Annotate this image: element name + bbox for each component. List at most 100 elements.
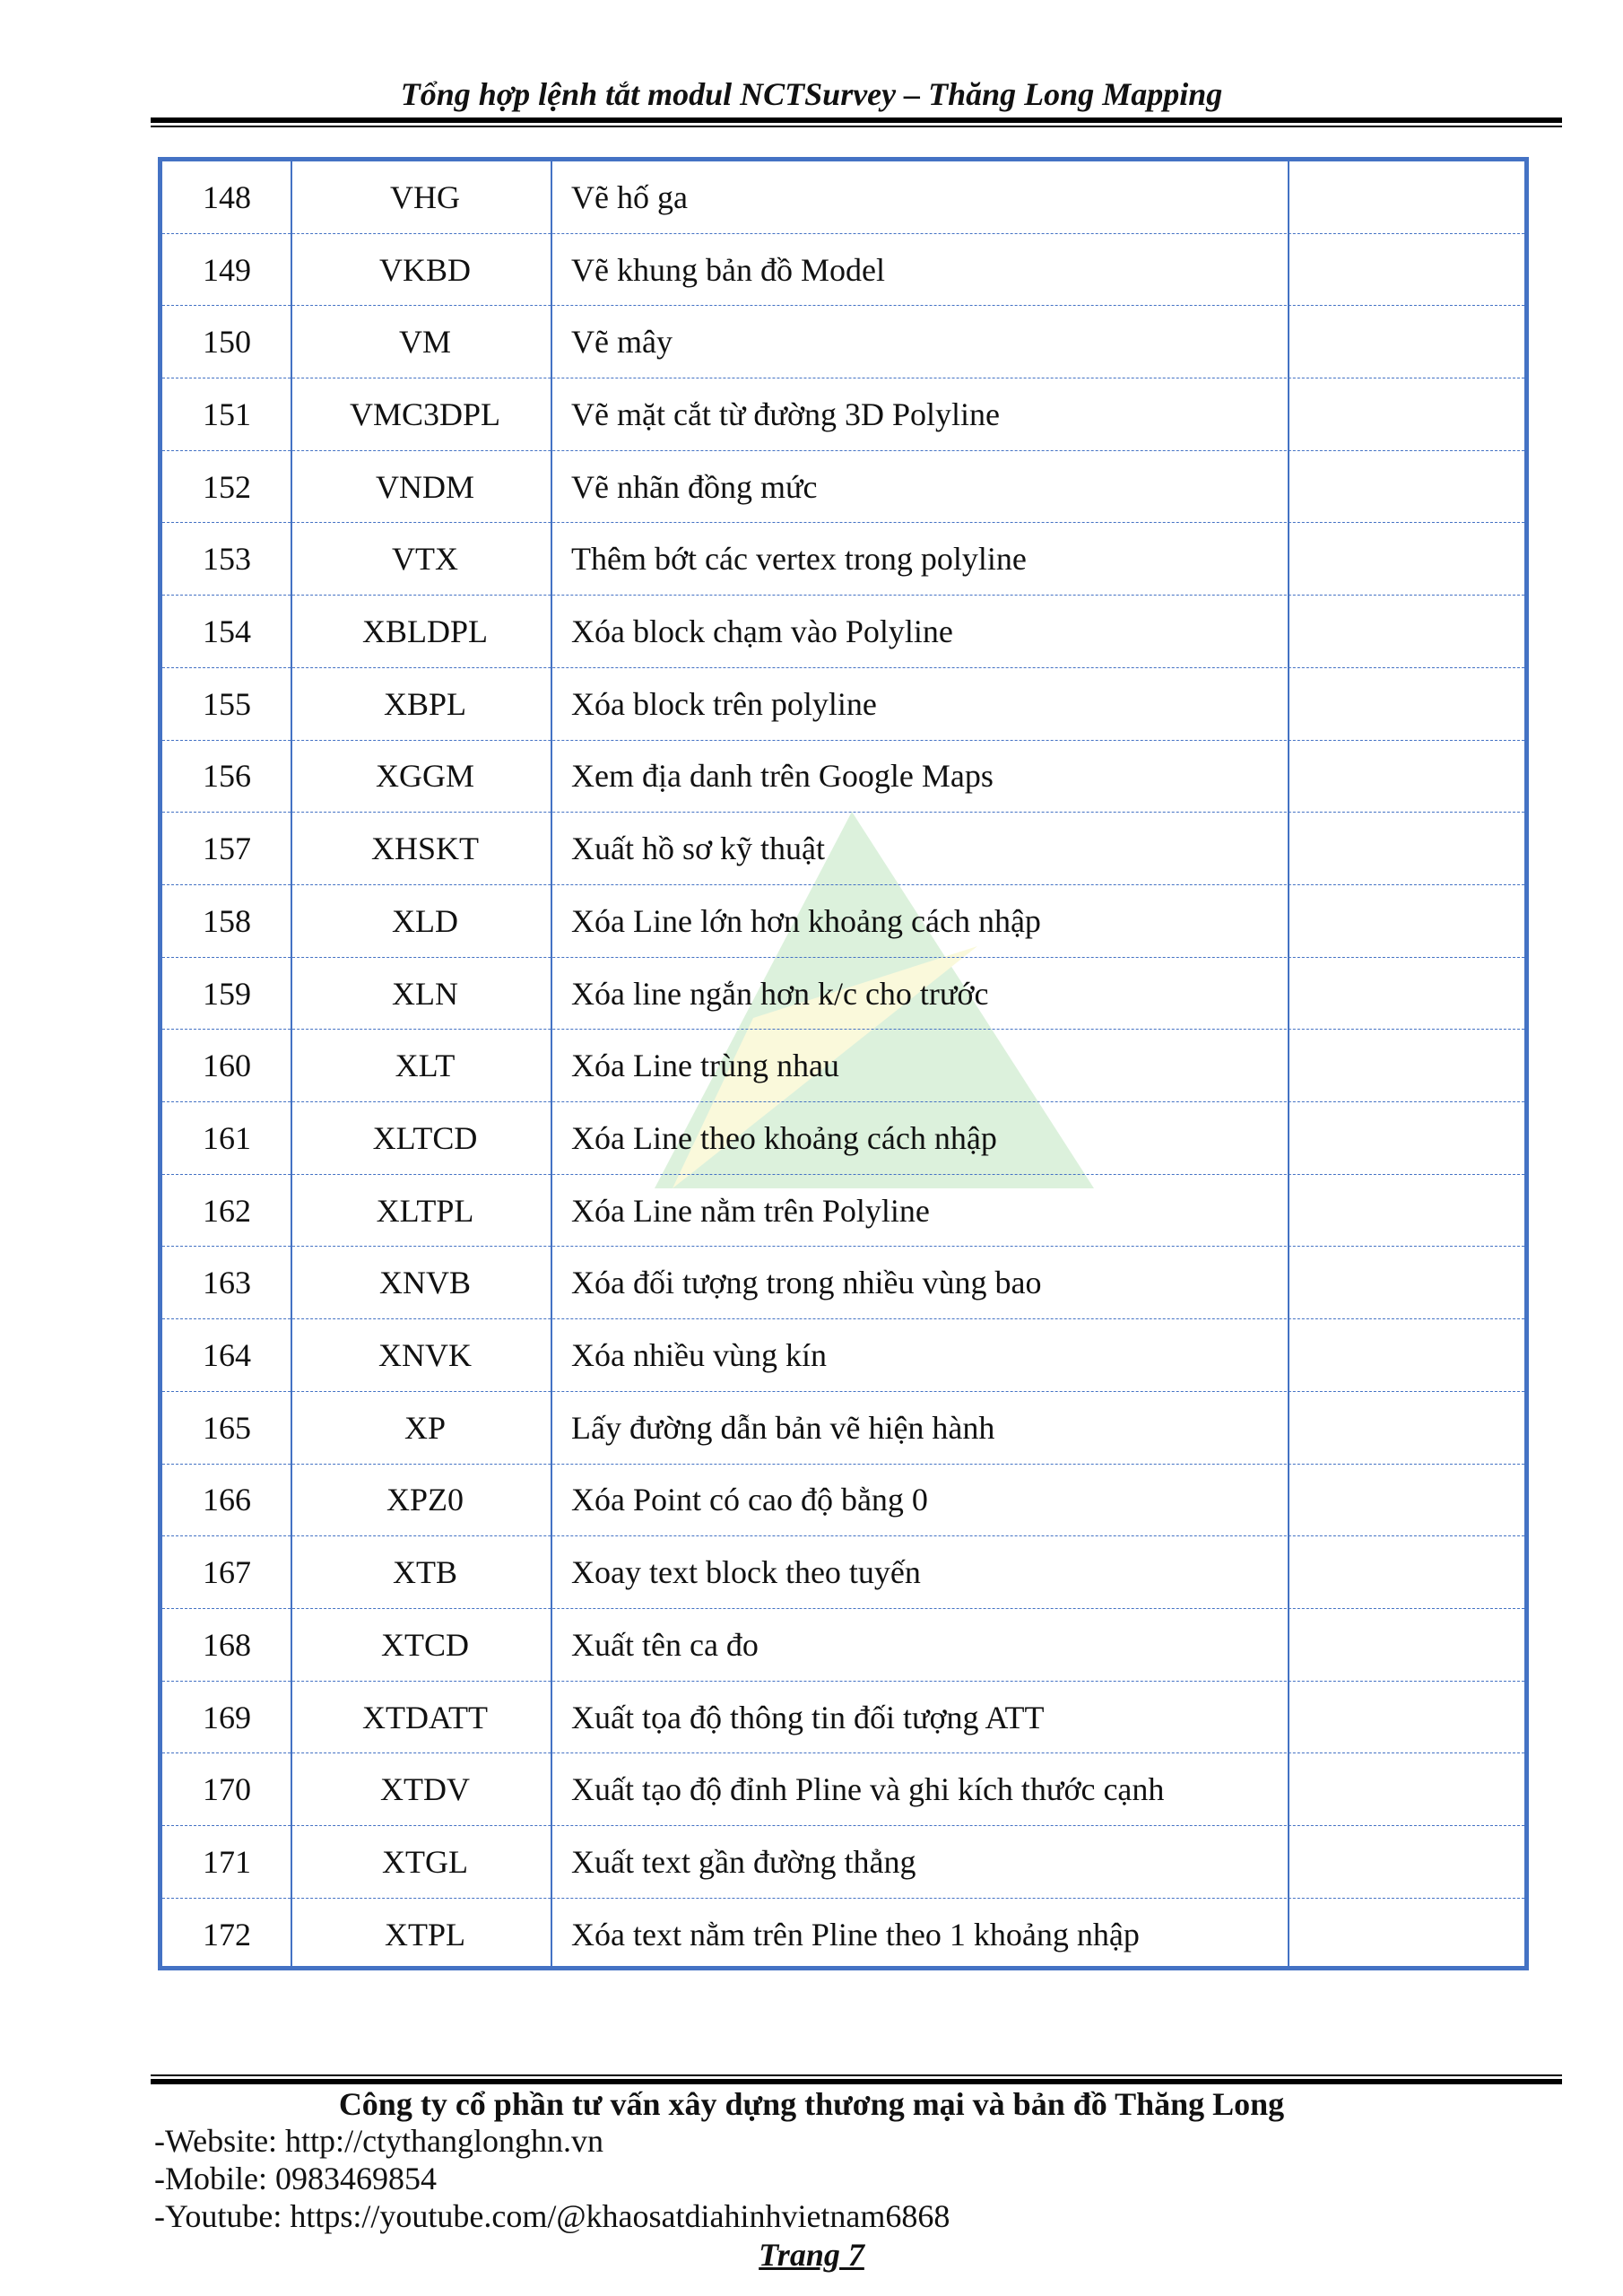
column-divider — [1288, 161, 1289, 1966]
command-code: XTB — [393, 1554, 457, 1591]
note-cell — [1292, 958, 1524, 1030]
table-row: 158 XLD Xóa Line lớn hơn khoảng cách nhập — [162, 885, 1524, 958]
table-row: 152 VNDM Vẽ nhãn đồng mức — [162, 451, 1524, 524]
row-number: 165 — [203, 1409, 251, 1446]
row-number: 169 — [203, 1699, 251, 1735]
table-row: 154 XBLDPL Xóa block chạm vào Polyline — [162, 596, 1524, 668]
company-name: Công ty cổ phần tư vấn xây dựng thương m… — [338, 2086, 1285, 2122]
table-row: 160 XLT Xóa Line trùng nhau — [162, 1030, 1524, 1103]
command-code: XLTCD — [372, 1119, 478, 1156]
table-row: 148 VHG Vẽ hố ga — [162, 161, 1524, 234]
command-code: XLD — [392, 902, 458, 939]
note-cell — [1292, 1682, 1524, 1753]
command-description: Vẽ hố ga — [571, 178, 688, 215]
row-number: 150 — [203, 324, 251, 361]
row-number: 154 — [203, 613, 251, 650]
command-code: XTPL — [385, 1917, 465, 1953]
table-row: 150 VM Vẽ mây — [162, 306, 1524, 379]
page-header-title: Tổng hợp lệnh tắt modul NCTSurvey – Thăn… — [400, 76, 1223, 112]
note-cell — [1292, 668, 1524, 740]
table-row: 172 XTPL Xóa text nằm trên Pline theo 1 kh… — [162, 1899, 1524, 1971]
table-row: 157 XHSKT Xuất hồ sơ kỹ thuật — [162, 813, 1524, 885]
note-cell — [1292, 885, 1524, 957]
command-description: Xóa Point có cao độ bằng 0 — [571, 1482, 928, 1518]
command-description: Thêm bớt các vertex trong polyline — [571, 541, 1027, 578]
note-cell — [1292, 1465, 1524, 1536]
row-number: 168 — [203, 1626, 251, 1663]
table-row: 169 XTDATT Xuất tọa độ thông tin đối tượng… — [162, 1682, 1524, 1754]
mobile-number: -Mobile: 0983469854 — [154, 2161, 437, 2196]
table-row: 159 XLN Xóa line ngắn hơn k/c cho trước — [162, 958, 1524, 1031]
command-description: Xóa block chạm vào Polyline — [571, 613, 953, 650]
row-number: 162 — [203, 1192, 251, 1229]
command-description: Xóa Line lớn hơn khoảng cách nhập — [571, 902, 1041, 939]
note-cell — [1292, 451, 1524, 523]
command-description: Vẽ mặt cắt từ đường 3D Polyline — [571, 396, 1000, 432]
note-cell — [1292, 1753, 1524, 1825]
command-description: Vẽ khung bản đồ Model — [571, 251, 885, 288]
row-number: 153 — [203, 541, 251, 578]
note-cell — [1292, 1609, 1524, 1681]
row-number: 170 — [203, 1771, 251, 1808]
note-cell — [1292, 524, 1524, 596]
command-code: VHG — [390, 178, 460, 215]
command-description: Xóa đối tượng trong nhiều vùng bao — [571, 1265, 1042, 1301]
note-cell — [1292, 741, 1524, 813]
command-description: Xóa Line trùng nhau — [571, 1048, 839, 1084]
command-description: Xuất tạo độ đỉnh Pline và ghi kích thước… — [571, 1771, 1165, 1808]
row-number: 152 — [203, 468, 251, 505]
commands-table: 148 VHG Vẽ hố ga 149 VKBD Vẽ khung bản đồ Mod… — [158, 157, 1529, 1970]
command-description: Vẽ mây — [571, 324, 673, 361]
table-row: 168 XTCD Xuất tên ca đo — [162, 1609, 1524, 1682]
command-code: XLN — [392, 975, 458, 1012]
row-number: 164 — [203, 1337, 251, 1374]
note-cell — [1292, 161, 1524, 233]
row-number: 163 — [203, 1265, 251, 1301]
command-description: Xóa nhiều vùng kín — [571, 1337, 827, 1374]
command-code: VNDM — [375, 468, 474, 505]
row-number: 156 — [203, 758, 251, 795]
header-rule — [151, 117, 1562, 123]
table-row: 151 VMC3DPL Vẽ mặt cắt từ đường 3D Polylin… — [162, 378, 1524, 451]
command-description: Xóa block trên polyline — [571, 685, 877, 722]
row-number: 172 — [203, 1917, 251, 1953]
command-code: XLT — [395, 1048, 456, 1084]
youtube-link[interactable]: -Youtube: https://youtube.com/@khaosatdi… — [154, 2198, 950, 2234]
command-code: XNVB — [378, 1265, 471, 1301]
command-description: Xuất tọa độ thông tin đối tượng ATT — [571, 1699, 1045, 1735]
command-code: XPZ0 — [386, 1482, 464, 1518]
command-description: Xóa Line theo khoảng cách nhập — [571, 1119, 997, 1156]
command-code: XTDATT — [362, 1699, 488, 1735]
note-cell — [1292, 234, 1524, 306]
row-number: 149 — [203, 251, 251, 288]
command-code: VM — [398, 324, 451, 361]
table-row: 171 XTGL Xuất text gần đường thẳng — [162, 1826, 1524, 1899]
row-number: 167 — [203, 1554, 251, 1591]
command-code: XTDV — [380, 1771, 470, 1808]
note-cell — [1292, 1899, 1524, 1971]
note-cell — [1292, 1102, 1524, 1174]
command-code: XNVK — [378, 1337, 472, 1374]
command-code: XTGL — [382, 1843, 468, 1880]
table-row: 163 XNVB Xóa đối tượng trong nhiều vùng ba… — [162, 1248, 1524, 1320]
note-cell — [1292, 1319, 1524, 1391]
table-row: 166 XPZ0 Xóa Point có cao độ bằng 0 — [162, 1465, 1524, 1537]
website-link[interactable]: -Website: http://ctythanglonghn.vn — [154, 2123, 604, 2159]
command-code: VTX — [392, 541, 458, 578]
command-description: Lấy đường dẫn bản vẽ hiện hành — [571, 1409, 995, 1446]
page-number: Trang 7 — [759, 2237, 864, 2273]
row-number: 159 — [203, 975, 251, 1012]
command-description: Xóa text nằm trên Pline theo 1 khoảng nh… — [571, 1917, 1140, 1953]
column-divider — [291, 161, 292, 1966]
command-description: Xem địa danh trên Google Maps — [571, 758, 994, 795]
row-number: 155 — [203, 685, 251, 722]
table-row: 149 VKBD Vẽ khung bản đồ Model — [162, 234, 1524, 307]
table-row: 155 XBPL Xóa block trên polyline — [162, 668, 1524, 741]
note-cell — [1292, 1030, 1524, 1101]
table-row: 170 XTDV Xuất tạo độ đỉnh Pline và ghi kíc… — [162, 1753, 1524, 1827]
note-cell — [1292, 596, 1524, 667]
command-description: Xuất tên ca đo — [571, 1626, 759, 1663]
note-cell — [1292, 306, 1524, 378]
note-cell — [1292, 813, 1524, 884]
note-cell — [1292, 1392, 1524, 1464]
